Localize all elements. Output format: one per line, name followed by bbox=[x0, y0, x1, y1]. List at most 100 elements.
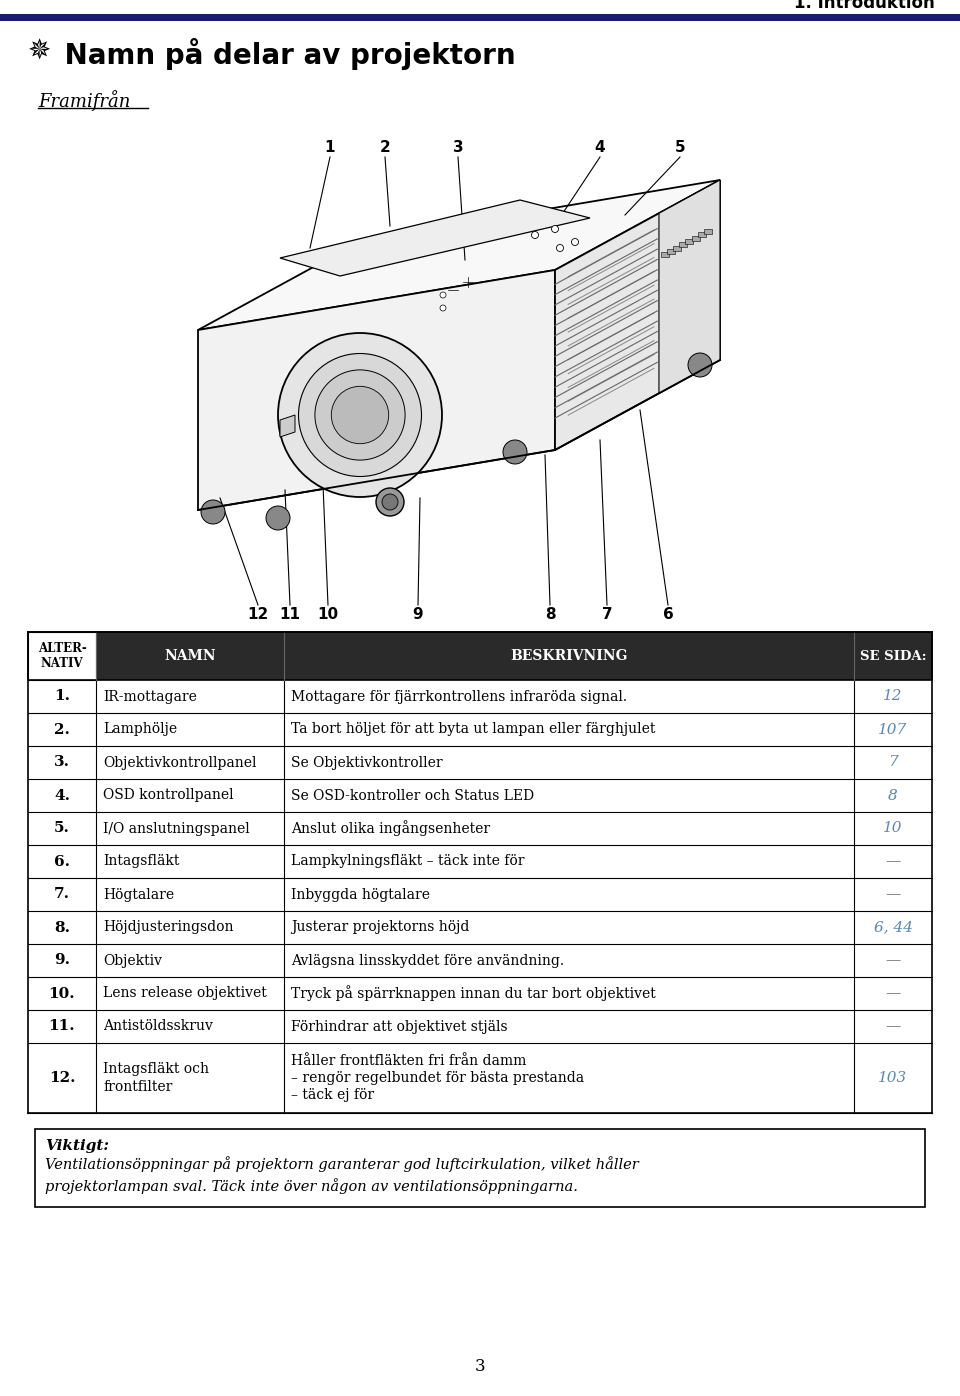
Text: Mottagare för fjärrkontrollens infraröda signal.: Mottagare för fjärrkontrollens infraröda… bbox=[291, 690, 627, 704]
Polygon shape bbox=[198, 180, 720, 329]
Text: 12: 12 bbox=[248, 607, 269, 623]
Text: Inbyggda högtalare: Inbyggda högtalare bbox=[291, 888, 430, 902]
Circle shape bbox=[278, 334, 442, 497]
Circle shape bbox=[299, 353, 421, 476]
Circle shape bbox=[331, 387, 389, 444]
Text: 9: 9 bbox=[413, 607, 423, 623]
Bar bbox=[28, 680, 932, 713]
Bar bbox=[28, 713, 932, 745]
Bar bbox=[28, 845, 932, 878]
Text: 3: 3 bbox=[453, 140, 464, 155]
Bar bbox=[667, 248, 675, 254]
Bar bbox=[28, 632, 96, 680]
Text: Ta bort höljet för att byta ut lampan eller färghjulet: Ta bort höljet för att byta ut lampan el… bbox=[291, 723, 656, 737]
Circle shape bbox=[551, 226, 559, 233]
Text: Intagsfläkt: Intagsfläkt bbox=[103, 854, 180, 868]
Text: —: — bbox=[885, 953, 900, 967]
Text: 7: 7 bbox=[888, 755, 898, 769]
Text: Justerar projektorns höjd: Justerar projektorns höjd bbox=[291, 920, 469, 934]
Text: 3.: 3. bbox=[54, 755, 70, 769]
Bar bbox=[28, 632, 96, 680]
Circle shape bbox=[440, 292, 446, 297]
Text: NAMN: NAMN bbox=[164, 649, 216, 663]
Text: 10: 10 bbox=[318, 607, 339, 623]
Polygon shape bbox=[280, 200, 590, 276]
Text: Antistöldsskruv: Antistöldsskruv bbox=[103, 1019, 213, 1033]
Text: 4.: 4. bbox=[54, 789, 70, 803]
Polygon shape bbox=[198, 269, 555, 510]
Text: 4: 4 bbox=[594, 140, 606, 155]
Text: 12.: 12. bbox=[49, 1071, 75, 1085]
Text: 6.: 6. bbox=[54, 854, 70, 868]
Text: ALTER-
NATIV: ALTER- NATIV bbox=[37, 642, 86, 670]
Text: Högtalare: Högtalare bbox=[103, 888, 174, 902]
Text: 8.: 8. bbox=[54, 920, 70, 934]
Text: ✵: ✵ bbox=[28, 38, 51, 66]
Polygon shape bbox=[280, 415, 295, 437]
Text: 8: 8 bbox=[544, 607, 555, 623]
Text: 5: 5 bbox=[675, 140, 685, 155]
Text: SE SIDA:: SE SIDA: bbox=[860, 649, 926, 663]
Text: 103: 103 bbox=[878, 1071, 907, 1085]
Bar bbox=[28, 977, 932, 1009]
Text: Objektiv: Objektiv bbox=[103, 953, 162, 967]
Text: Ventilationsöppningar på projektorn garanterar god luftcirkulation, vilket hålle: Ventilationsöppningar på projektorn gara… bbox=[45, 1156, 638, 1194]
Bar bbox=[28, 944, 932, 977]
Text: 6: 6 bbox=[662, 607, 673, 623]
Text: Avlägsna linsskyddet före användning.: Avlägsna linsskyddet före användning. bbox=[291, 953, 564, 967]
Circle shape bbox=[201, 500, 225, 524]
Text: 7.: 7. bbox=[54, 888, 70, 902]
Text: Viktigt:: Viktigt: bbox=[45, 1139, 109, 1153]
Text: 2.: 2. bbox=[54, 723, 70, 737]
Text: 11.: 11. bbox=[49, 1019, 75, 1033]
Circle shape bbox=[266, 505, 290, 530]
Bar bbox=[673, 246, 682, 251]
Text: —: — bbox=[885, 854, 900, 868]
Text: 10.: 10. bbox=[49, 987, 75, 1001]
Bar bbox=[661, 253, 669, 257]
Text: Se OSD-kontroller och Status LED: Se OSD-kontroller och Status LED bbox=[291, 789, 534, 803]
Text: Objektivkontrollpanel: Objektivkontrollpanel bbox=[103, 755, 256, 769]
Text: Anslut olika ingångsenheter: Anslut olika ingångsenheter bbox=[291, 821, 491, 836]
Text: 3: 3 bbox=[474, 1358, 486, 1375]
Text: I/O anslutningspanel: I/O anslutningspanel bbox=[103, 821, 250, 835]
Text: 7: 7 bbox=[602, 607, 612, 623]
Bar bbox=[28, 745, 932, 779]
Text: 2: 2 bbox=[379, 140, 391, 155]
Bar bbox=[28, 812, 932, 845]
Polygon shape bbox=[555, 180, 720, 450]
Circle shape bbox=[688, 353, 712, 377]
Text: —: — bbox=[885, 1019, 900, 1033]
Text: 8: 8 bbox=[888, 789, 898, 803]
Text: IR-mottagare: IR-mottagare bbox=[103, 690, 197, 704]
Circle shape bbox=[440, 304, 446, 311]
Text: Lamphölje: Lamphölje bbox=[103, 723, 178, 737]
Text: —: — bbox=[885, 987, 900, 1001]
Bar bbox=[680, 243, 687, 247]
Bar bbox=[28, 632, 932, 680]
Text: Lens release objektivet: Lens release objektivet bbox=[103, 987, 267, 1001]
Text: 5.: 5. bbox=[54, 821, 70, 835]
Text: Höjdjusteringsdon: Höjdjusteringsdon bbox=[103, 920, 233, 934]
Text: Lampkylningsfläkt – täck inte för: Lampkylningsfläkt – täck inte för bbox=[291, 854, 524, 868]
Bar bbox=[698, 233, 706, 237]
Circle shape bbox=[571, 239, 579, 246]
Bar bbox=[704, 229, 711, 235]
Circle shape bbox=[532, 232, 539, 239]
Text: BESKRIVNING: BESKRIVNING bbox=[511, 649, 628, 663]
Text: 11: 11 bbox=[279, 607, 300, 623]
Circle shape bbox=[503, 440, 527, 463]
Text: OSD kontrollpanel: OSD kontrollpanel bbox=[103, 789, 233, 803]
Bar bbox=[28, 1009, 932, 1043]
Bar bbox=[28, 779, 932, 812]
Text: 9.: 9. bbox=[54, 953, 70, 967]
Circle shape bbox=[382, 494, 398, 510]
Text: 12: 12 bbox=[883, 690, 902, 704]
Bar bbox=[28, 632, 932, 680]
Text: 6, 44: 6, 44 bbox=[874, 920, 913, 934]
Bar bbox=[0, 14, 960, 21]
Circle shape bbox=[557, 244, 564, 251]
Bar bbox=[685, 239, 693, 244]
Circle shape bbox=[315, 370, 405, 461]
Text: 1. Introduktion: 1. Introduktion bbox=[794, 0, 935, 13]
